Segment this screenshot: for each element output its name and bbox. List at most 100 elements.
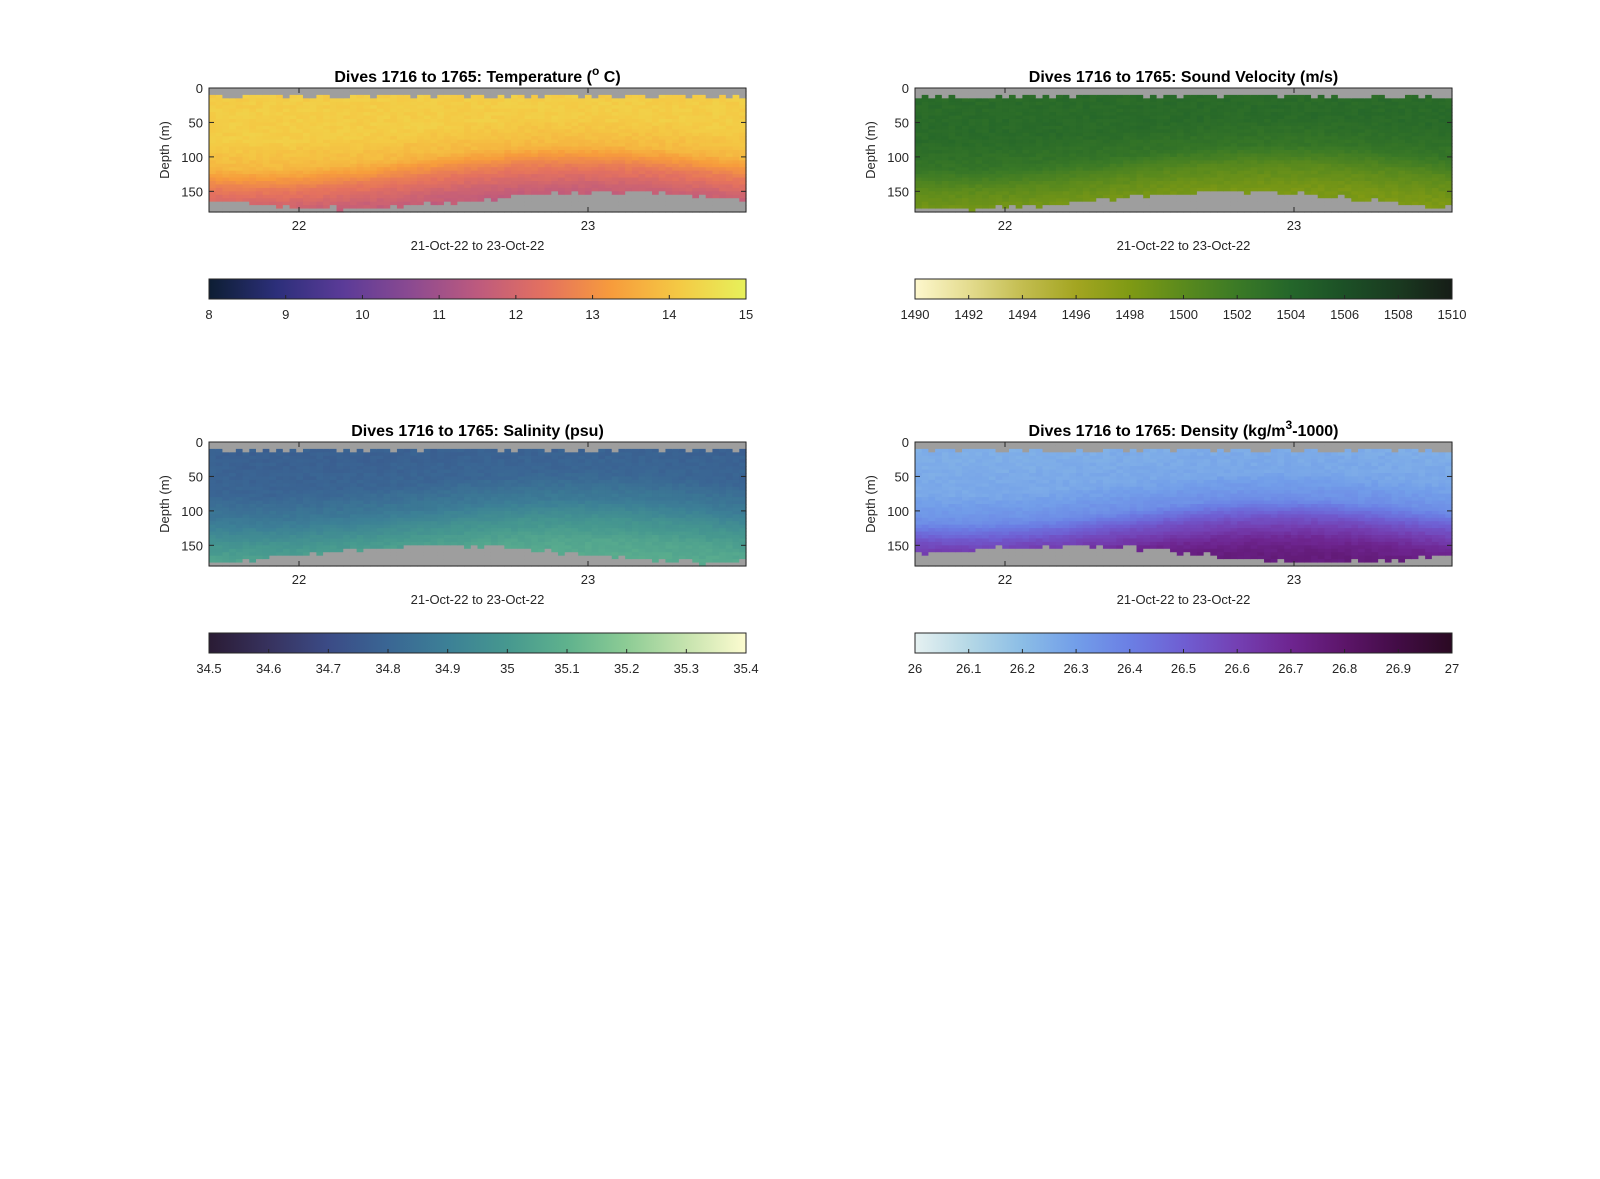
- heatmap-cell: [504, 132, 512, 137]
- heatmap-cell: [725, 177, 734, 182]
- heatmap-cell: [517, 139, 526, 144]
- heatmap-cell: [1062, 198, 1070, 203]
- heatmap-cell: [658, 125, 667, 130]
- heatmap-cell: [692, 177, 700, 182]
- heatmap-cell: [678, 156, 687, 161]
- heatmap-cell: [336, 98, 344, 103]
- heatmap-cell: [1210, 205, 1218, 210]
- heatmap-cell: [571, 187, 579, 192]
- heatmap-cell: [732, 184, 740, 189]
- heatmap-cell: [1029, 139, 1037, 144]
- heatmap-cell: [329, 94, 338, 99]
- heatmap-cell: [423, 181, 432, 186]
- heatmap-cell: [1156, 153, 1164, 158]
- heatmap-cell: [396, 156, 405, 161]
- heatmap-cell: [484, 91, 492, 96]
- heatmap-cell: [652, 132, 660, 137]
- heatmap-cell: [484, 187, 492, 192]
- heatmap-cell: [1008, 105, 1017, 110]
- heatmap-cell: [276, 115, 284, 120]
- heatmap-cell: [719, 160, 727, 165]
- heatmap-cell: [356, 98, 364, 103]
- heatmap-cell: [1049, 198, 1057, 203]
- heatmap-cell: [699, 101, 707, 106]
- heatmap-cell: [665, 153, 673, 158]
- heatmap-cell: [289, 187, 297, 192]
- heatmap-cell: [262, 139, 271, 144]
- heatmap-cell: [417, 98, 425, 103]
- heatmap-cell: [323, 167, 331, 172]
- heatmap-cell: [928, 153, 936, 158]
- heatmap-cell: [511, 201, 519, 206]
- heatmap-cell: [975, 108, 983, 113]
- heatmap-cell: [403, 194, 411, 199]
- heatmap-cell: [935, 160, 943, 165]
- heatmap-cell: [935, 108, 943, 113]
- heatmap-cell: [209, 181, 217, 186]
- heatmap-cell: [1129, 115, 1138, 120]
- heatmap-cell: [1049, 122, 1057, 127]
- heatmap-cell: [282, 156, 291, 161]
- heatmap-cell: [276, 181, 284, 186]
- heatmap-cell: [1055, 167, 1064, 172]
- heatmap-cell: [1109, 132, 1117, 137]
- heatmap-cell: [302, 122, 311, 127]
- heatmap-cell: [1210, 156, 1218, 161]
- heatmap-cell: [638, 184, 646, 189]
- heatmap-cell: [1183, 139, 1191, 144]
- heatmap-cell: [229, 105, 237, 110]
- heatmap-cell: [605, 187, 613, 192]
- heatmap-cell: [1002, 150, 1010, 155]
- heatmap-cell: [484, 174, 492, 179]
- heatmap-cell: [578, 125, 586, 130]
- heatmap-cell: [1223, 150, 1232, 155]
- heatmap-cell: [1270, 91, 1279, 96]
- heatmap-cell: [1196, 112, 1205, 117]
- heatmap-cell: [1156, 98, 1164, 103]
- heatmap-cell: [915, 156, 923, 161]
- heatmap-cell: [618, 160, 626, 165]
- heatmap-cell: [725, 191, 734, 196]
- heatmap-cell: [1163, 136, 1171, 141]
- heatmap-cell: [517, 115, 526, 120]
- heatmap-cell: [658, 139, 667, 144]
- heatmap-cell: [242, 177, 250, 182]
- heatmap-cell: [1257, 132, 1265, 137]
- heatmap-cell: [625, 156, 633, 161]
- heatmap-cell: [705, 119, 714, 124]
- heatmap-cell: [1008, 150, 1017, 155]
- heatmap-cell: [1035, 194, 1044, 199]
- heatmap-cell: [302, 187, 311, 192]
- heatmap-cell: [1170, 174, 1178, 179]
- heatmap-cell: [1250, 150, 1258, 155]
- heatmap-cell: [477, 101, 485, 106]
- heatmap-cell: [1055, 163, 1064, 168]
- heatmap-cell: [1116, 101, 1124, 106]
- heatmap-cell: [678, 191, 687, 196]
- heatmap-cell: [551, 177, 559, 182]
- heatmap-cell: [1123, 108, 1131, 113]
- heatmap-cell: [1264, 153, 1272, 158]
- heatmap-cell: [470, 122, 479, 127]
- heatmap-cell: [739, 136, 747, 141]
- heatmap-cell: [1183, 119, 1191, 124]
- heatmap-cell: [692, 115, 700, 120]
- heatmap-cell: [1210, 94, 1218, 99]
- heatmap-cell: [1136, 184, 1144, 189]
- heatmap-cell: [255, 105, 264, 110]
- heatmap-cell: [1176, 94, 1185, 99]
- heatmap-cell: [544, 153, 552, 158]
- heatmap-cell: [537, 139, 546, 144]
- heatmap-cell: [289, 122, 297, 127]
- heatmap-cell: [1264, 177, 1272, 182]
- heatmap-cell: [464, 198, 472, 203]
- heatmap-cell: [343, 194, 351, 199]
- heatmap-cell: [222, 143, 230, 148]
- heatmap-cell: [1250, 181, 1258, 186]
- heatmap-cell: [282, 88, 291, 93]
- heatmap-cell: [1250, 187, 1258, 192]
- heatmap-cell: [417, 208, 425, 213]
- heatmap-cell: [383, 91, 391, 96]
- heatmap-cell: [1243, 170, 1252, 175]
- heatmap-cell: [665, 170, 673, 175]
